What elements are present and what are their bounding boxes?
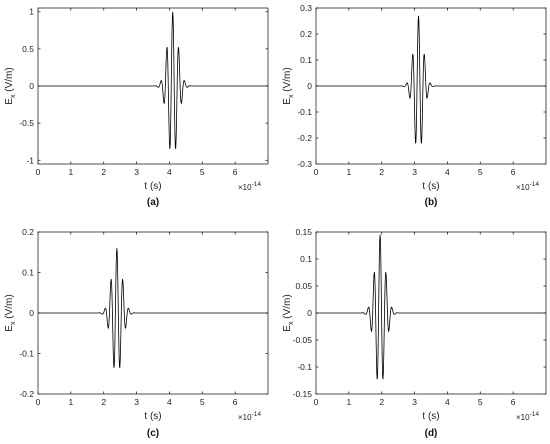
y-tick-label: 0.1 <box>22 268 34 278</box>
x-tick-label: 5 <box>200 167 205 177</box>
x-tick-label: 0 <box>36 167 41 177</box>
y-tick-label: 0.2 <box>300 29 312 39</box>
x-tick-label: 6 <box>233 397 238 407</box>
chart-panel-3: 0 1 2 3 4 5 6 0.15 0.1 0.05 0 -0.05 -0.1 -0.15 t (s) ×1… <box>282 227 547 439</box>
x-axis-label: t (s) <box>144 181 161 192</box>
x-tick-label: 2 <box>101 167 106 177</box>
x-exponent-label: ×10-14 <box>238 411 261 422</box>
x-tick-label: 3 <box>134 167 139 177</box>
y-tick-label: 0.3 <box>300 3 312 13</box>
x-tick-label: 3 <box>412 397 417 407</box>
x-tick-label: 0 <box>314 397 319 407</box>
x-tick-label: 3 <box>412 167 417 177</box>
y-tick-label: -0.1 <box>19 349 34 359</box>
chart-panel-0: 0 1 2 3 4 5 6 1 0.5 0 -0.5 -1 t (s) ×10-14 Ex (V/m) (a) <box>4 7 269 208</box>
y-tick-label: -0.2 <box>297 133 312 143</box>
x-tick-label: 4 <box>167 397 172 407</box>
x-tick-label: 5 <box>478 397 483 407</box>
y-tick-label: -0.2 <box>19 389 34 399</box>
chart-panel-1: 0 1 2 3 4 5 6 0.3 0.2 0.1 0 -0.1 -0.2 -0.3 t (s) ×10-14… <box>282 3 547 208</box>
panel-label: (c) <box>147 428 159 439</box>
x-tick-label: 6 <box>511 167 516 177</box>
y-tick-label: 0.2 <box>22 227 34 237</box>
x-tick-label: 2 <box>379 167 384 177</box>
x-tick-label: 5 <box>200 397 205 407</box>
series-line <box>316 234 546 380</box>
x-tick-label: 5 <box>478 167 483 177</box>
x-tick-label: 2 <box>379 397 384 407</box>
x-tick-label: 1 <box>68 397 73 407</box>
x-tick-label: 3 <box>134 397 139 407</box>
y-tick-label: 0 <box>29 81 34 91</box>
x-tick-label: 0 <box>36 397 41 407</box>
y-axis-label: Ex (V/m) <box>4 294 17 331</box>
series-line <box>38 11 268 149</box>
y-tick-label: -0.5 <box>19 118 34 128</box>
y-tick-label: 0.1 <box>300 254 312 264</box>
chart-panel-2: 0 1 2 3 4 5 6 0.2 0.1 0 -0.1 -0.2 t (s) ×10-14 Ex (V/m… <box>4 227 269 439</box>
panel-label: (d) <box>425 428 438 439</box>
x-tick-label: 6 <box>233 167 238 177</box>
x-tick-label: 0 <box>314 167 319 177</box>
series-line <box>316 15 546 144</box>
x-tick-label: 1 <box>346 167 351 177</box>
series-line <box>38 248 268 368</box>
y-tick-label: -0.15 <box>293 389 313 399</box>
y-tick-label: 0 <box>29 308 34 318</box>
y-axis-label: Ex (V/m) <box>4 67 17 104</box>
y-tick-label: 0.5 <box>22 44 34 54</box>
x-axis-label: t (s) <box>144 411 161 422</box>
y-tick-label: -0.05 <box>293 335 313 345</box>
panel-label: (b) <box>425 197 438 208</box>
x-tick-label: 2 <box>101 397 106 407</box>
x-exponent-label: ×10-14 <box>516 181 539 192</box>
y-tick-label: 1 <box>29 7 34 17</box>
y-tick-label: -0.1 <box>297 362 312 372</box>
x-tick-label: 6 <box>511 397 516 407</box>
x-tick-label: 4 <box>167 167 172 177</box>
x-exponent-label: ×10-14 <box>516 411 539 422</box>
y-tick-label: 0.15 <box>295 227 312 237</box>
x-exponent-label: ×10-14 <box>238 181 261 192</box>
y-tick-label: 0.1 <box>300 55 312 65</box>
y-tick-label: 0.05 <box>295 281 312 291</box>
x-tick-label: 4 <box>445 167 450 177</box>
y-tick-label: -0.3 <box>297 159 312 169</box>
x-axis-label: t (s) <box>422 181 439 192</box>
panel-label: (a) <box>147 197 159 208</box>
x-tick-label: 4 <box>445 397 450 407</box>
y-axis-label: Ex (V/m) <box>282 294 295 331</box>
y-tick-label: -0.1 <box>297 107 312 117</box>
x-tick-label: 1 <box>346 397 351 407</box>
y-tick-label: -1 <box>26 155 34 165</box>
x-axis-label: t (s) <box>422 411 439 422</box>
y-axis-label: Ex (V/m) <box>282 67 295 104</box>
y-tick-label: 0 <box>307 308 312 318</box>
x-tick-label: 1 <box>68 167 73 177</box>
y-tick-label: 0 <box>307 81 312 91</box>
